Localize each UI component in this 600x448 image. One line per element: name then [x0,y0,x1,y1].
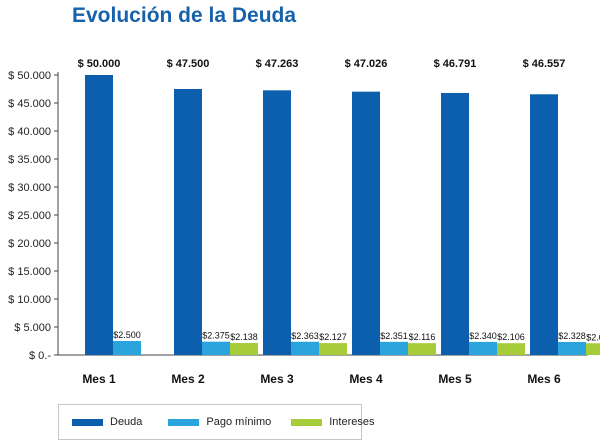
data-label: $2.340 [469,331,497,341]
y-tick-label: $ 20.000 [8,238,51,250]
y-tick-label: $ 40.000 [8,126,51,138]
data-label: $ 47.026 [345,58,388,70]
data-label: $2.116 [409,332,436,342]
data-label: $2.375 [202,331,230,341]
bar-chart: $ 0.- $ 5.000 $ 10.000 $ 15.000 $ 20.000 $ 25… [8,58,600,386]
data-label: $2.138 [230,332,258,342]
x-tick-label: Mes 6 [527,372,561,386]
bar-deuda [352,91,380,355]
x-tick-label: Mes 3 [260,372,294,386]
data-label: $ 50.000 [78,58,121,70]
data-label: $2.328 [558,331,586,341]
bar-pago-minimo [380,341,408,355]
bar-deuda [85,75,113,355]
bar-deuda [441,92,469,355]
data-label: $2.351 [380,331,408,341]
chart-title: Evolución de la Deuda [72,4,297,27]
legend-item-pago-minimo: Pago mínimo [168,405,271,439]
data-label: $2.095 [586,332,600,342]
data-label: $2.363 [291,331,319,341]
y-tick-label: $ 15.000 [8,266,51,278]
x-tick-label: Mes 4 [349,372,383,386]
y-tick-label: $ 10.000 [8,294,51,306]
y-tick-label: $ 45.000 [8,98,51,110]
legend-swatch-deuda [72,418,103,426]
y-tick-label: $ 30.000 [8,182,51,194]
y-tick-label: $ 0.- [29,350,51,362]
legend-label-intereses: Intereses [329,416,375,428]
bar-intereses [230,343,258,355]
bar-intereses [586,343,600,355]
data-label: $ 47.500 [167,58,210,70]
bar-deuda [530,94,558,356]
legend-swatch-pago-minimo [168,418,200,426]
x-tick-label: Mes 1 [82,372,116,386]
bar-pago-minimo [469,341,497,355]
legend-swatch-intereses [291,418,323,426]
data-label: $2.127 [319,332,347,342]
y-tick-label: $ 5.000 [14,322,51,334]
y-tick-label: $ 25.000 [8,210,51,222]
bar-intereses [408,343,436,355]
bar-intereses [497,343,525,355]
data-label: $ 46.557 [523,58,566,70]
bar-pago-minimo [558,341,586,355]
y-tick-label: $ 50.000 [8,70,51,82]
chart-legend: Deuda Pago mínimo Intereses [58,404,374,440]
legend-label-deuda: Deuda [110,416,143,428]
x-tick-label: Mes 2 [171,372,205,386]
bar-intereses [319,343,347,355]
legend-item-deuda: Deuda [72,405,142,439]
bar-pago-minimo [202,341,230,355]
data-label: $2.500 [113,330,141,340]
data-label: $ 46.791 [434,58,477,70]
data-label: $ 47.263 [256,58,299,70]
x-tick-label: Mes 5 [438,372,472,386]
bar-pago-minimo [113,341,141,355]
y-tick-label: $ 35.000 [8,154,51,166]
legend-item-intereses: Intereses [291,405,374,439]
legend-label-pago-minimo: Pago mínimo [206,416,272,428]
bar-deuda [174,89,202,355]
data-label: $2.106 [497,332,525,342]
bar-pago-minimo [291,341,319,355]
bar-deuda [263,90,291,355]
